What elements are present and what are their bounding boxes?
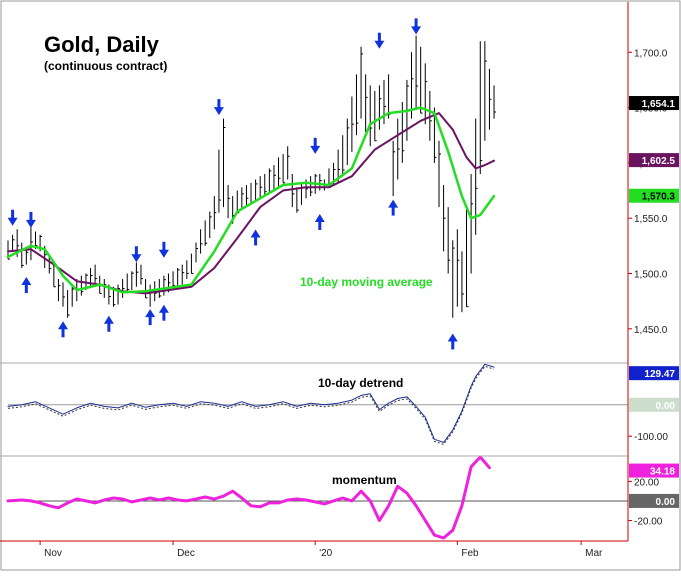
arrow-up-6: [314, 213, 325, 230]
arrow-up-head-1: [58, 321, 69, 330]
price-tick-label-2: 1,550.0: [634, 214, 668, 225]
arrow-up-head-0: [21, 277, 32, 286]
arrow-down-0: [7, 209, 18, 226]
price-badge-0-bg: [629, 96, 679, 111]
arrow-down-head-2: [131, 254, 142, 263]
arrow-down-2: [131, 246, 142, 263]
arrow-down-7: [411, 18, 422, 35]
arrow-up-5: [250, 229, 261, 246]
detrend-tick-label-0: -100.00: [634, 432, 668, 443]
chart-title: Gold, Daily: [44, 32, 160, 57]
price-badge-0-text: 1,654.1: [642, 99, 676, 110]
arrow-down-head-3: [158, 249, 169, 258]
arrow-down-head-5: [310, 145, 321, 154]
x-tick-label-1: Dec: [177, 548, 195, 559]
arrow-up-head-2: [103, 315, 114, 324]
arrow-up-3: [145, 309, 156, 326]
arrow-down-head-1: [25, 219, 36, 228]
chart-subtitle: (continuous contract): [44, 59, 167, 73]
momentum-panel: [6, 455, 628, 540]
arrow-down-4: [213, 99, 224, 116]
momentum-badge-bg: [629, 463, 679, 478]
x-tick-label-4: Mar: [585, 548, 603, 559]
arrow-down-head-7: [411, 26, 422, 35]
arrow-up-head-4: [158, 304, 169, 313]
arrow-up-0: [21, 277, 32, 294]
price-tick-label-0: 1,450.0: [634, 325, 668, 336]
detrend-zero-badge-text: 0.00: [656, 401, 676, 412]
arrow-down-head-6: [374, 40, 385, 49]
x-tick-label-2: '20: [319, 548, 332, 559]
arrow-up-4: [158, 304, 169, 321]
arrow-up-7: [388, 199, 399, 216]
arrow-up-2: [103, 315, 114, 332]
momentum-annotation: momentum: [332, 473, 397, 487]
x-tick-label-0: Nov: [44, 548, 62, 559]
detrend-badge-text: 129.47: [644, 369, 675, 380]
price-badge-1-text: 1,602.5: [642, 156, 676, 167]
x-tick-label-3: Feb: [461, 548, 479, 559]
arrow-up-head-7: [388, 199, 399, 208]
momentum-tick-label-0: 20.00: [634, 477, 659, 488]
ma-green-line: [6, 106, 496, 294]
arrow-down-head-4: [213, 107, 224, 116]
arrow-down-head-0: [7, 217, 18, 226]
price-tick-label-5: 1,700.0: [634, 48, 668, 59]
momentum-tick-label-1: -20.00: [634, 516, 663, 527]
price-badge-2-bg: [629, 188, 679, 203]
detrend-panel: [7, 363, 628, 445]
arrow-down-3: [158, 241, 169, 258]
arrow-up-head-3: [145, 309, 156, 318]
arrow-up-head-6: [314, 213, 325, 222]
arrow-down-5: [310, 137, 321, 154]
ma-annotation: 10-day moving average: [300, 275, 433, 289]
detrend-line: [7, 363, 495, 443]
momentum-badge-text: 34.18: [650, 467, 675, 478]
arrow-up-1: [58, 321, 69, 338]
arrow-down-1: [25, 211, 36, 228]
arrow-up-head-5: [250, 229, 261, 238]
price-tick-label-1: 1,500.0: [634, 270, 668, 281]
detrend-annotation: 10-day detrend: [318, 376, 403, 390]
detrend-zero-badge-bg: [629, 397, 679, 412]
price-badge-2-text: 1,570.3: [642, 192, 676, 203]
arrow-up-head-8: [447, 333, 458, 342]
momentum-zero-badge-text: 0.00: [656, 497, 676, 508]
price-badge-1-bg: [629, 153, 679, 168]
axes-layer: 1,450.01,500.01,550.01,600.01,650.01,700…: [0, 2, 679, 559]
detrend-shadow-line: [7, 365, 495, 445]
price-panel: [6, 18, 497, 350]
arrow-up-8: [447, 333, 458, 350]
arrow-down-6: [374, 32, 385, 49]
detrend-badge-bg: [629, 366, 679, 381]
momentum-line: [6, 455, 491, 540]
momentum-zero-badge-bg: [629, 493, 679, 508]
